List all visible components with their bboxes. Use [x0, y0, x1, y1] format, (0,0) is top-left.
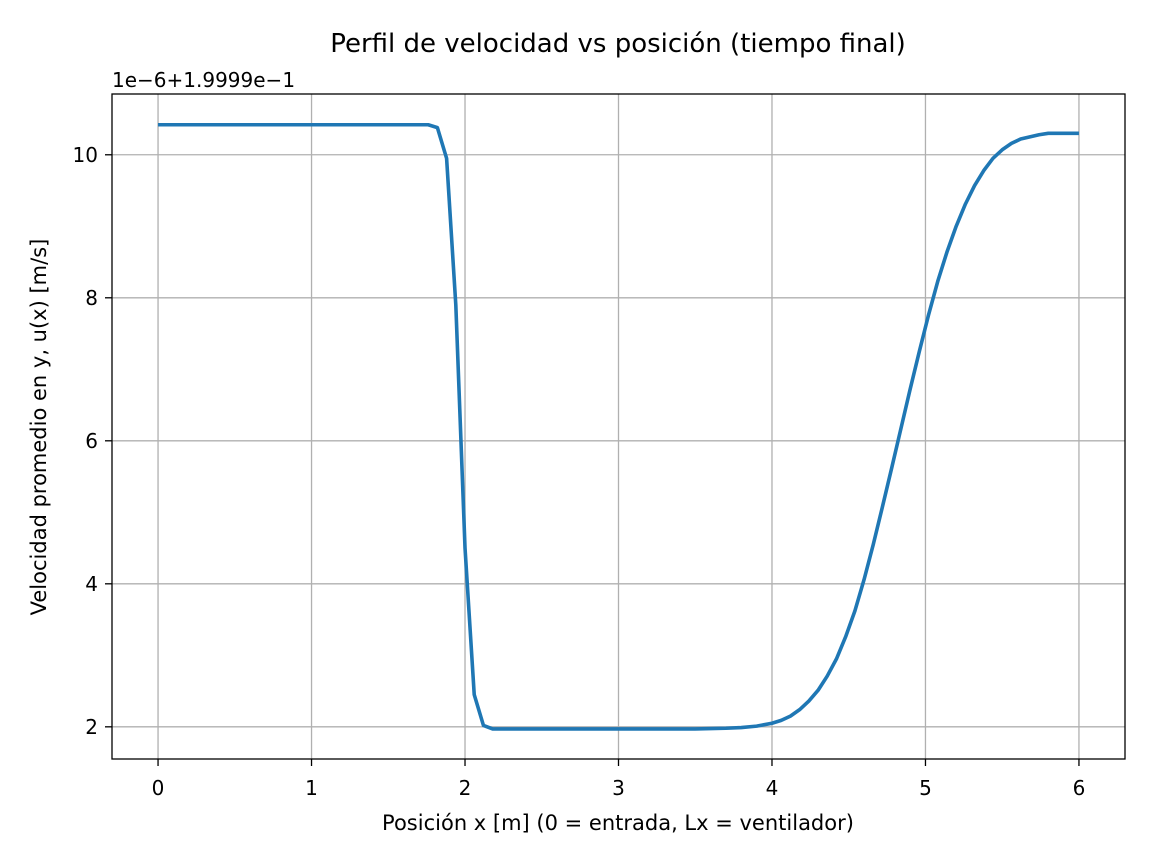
grid	[112, 94, 1125, 759]
x-axis-label: Posición x [m] (0 = entrada, Lx = ventil…	[382, 811, 854, 835]
y-axis-label: Velocidad promedio en y, u(x) [m/s]	[27, 239, 51, 616]
axis-offset-label: 1e−6+1.9999e−1	[112, 68, 295, 92]
ticks: 0 1 2 3 4 5 6 2 4 6 8 10	[73, 143, 1086, 800]
x-tick-label: 2	[459, 776, 472, 800]
y-tick-label: 2	[85, 715, 98, 739]
chart-title: Perfil de velocidad vs posición (tiempo …	[330, 29, 906, 59]
series-line	[158, 122, 1079, 731]
x-tick-label: 1	[305, 776, 318, 800]
x-tick-label: 0	[152, 776, 165, 800]
x-tick-label: 3	[612, 776, 625, 800]
y-tick-label: 10	[73, 143, 98, 167]
x-tick-label: 6	[1073, 776, 1086, 800]
x-tick-label: 5	[919, 776, 932, 800]
y-tick-label: 4	[85, 572, 98, 596]
y-tick-label: 6	[85, 429, 98, 453]
x-tick-label: 4	[766, 776, 779, 800]
y-tick-label: 8	[85, 286, 98, 310]
